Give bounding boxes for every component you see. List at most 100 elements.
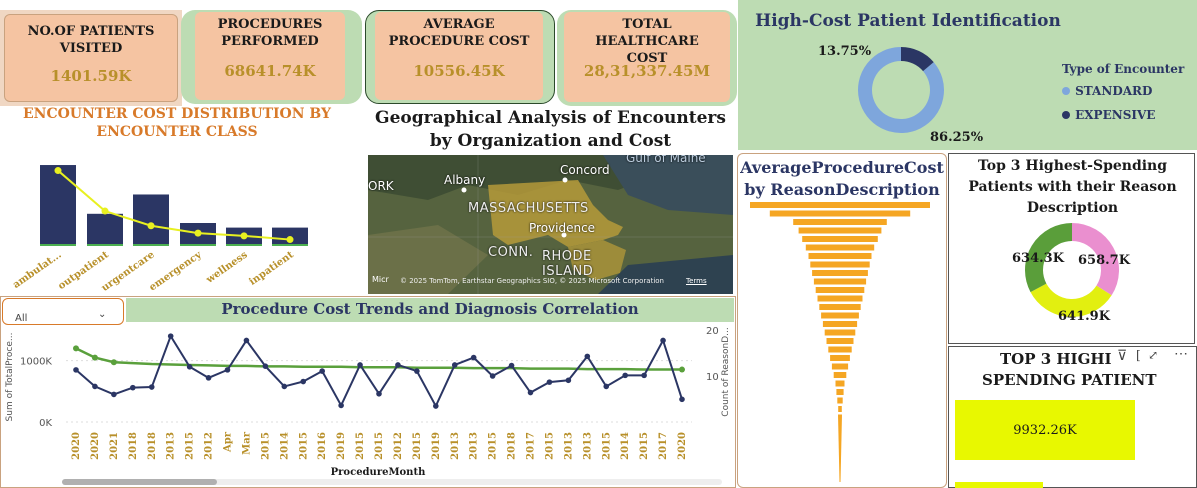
avg-reason-chart[interactable] <box>745 202 945 486</box>
series-point-cost <box>414 368 420 374</box>
series-point-cost <box>262 363 269 369</box>
series-point-cost <box>167 333 174 339</box>
x-tick-label: 2020 <box>677 432 688 460</box>
series-point-cost <box>357 362 363 368</box>
x-tick-label: 2015 <box>488 432 499 460</box>
slice-label: 634.3K <box>1012 251 1065 266</box>
series-point-cost <box>470 354 477 361</box>
more-options-icon[interactable]: ⋯ <box>1174 346 1188 362</box>
scrollbar-thumb[interactable] <box>62 479 217 485</box>
map-label-gulf: Gulf of Maine <box>626 155 706 165</box>
high-cost-donut[interactable]: 86.25% 13.75% <box>740 36 1040 146</box>
map-label-conn: CONN. <box>488 245 534 260</box>
bar <box>821 312 859 319</box>
series-point-count <box>73 345 79 352</box>
kpi-card-avg-cost[interactable]: AVERAGE PROCEDURE COST 10556.45K <box>375 12 543 100</box>
bar <box>819 304 861 310</box>
x-tick-label: 2020 <box>71 432 82 460</box>
bar <box>810 261 870 268</box>
bar <box>833 372 847 378</box>
series-point-cost <box>186 364 193 370</box>
bar <box>769 210 911 217</box>
bar <box>835 380 845 387</box>
series-point-cost <box>73 367 79 373</box>
bar <box>826 338 854 344</box>
bar <box>837 397 843 404</box>
kpi-card-procedures[interactable]: PROCEDURES PERFORMED 68641.74K <box>195 12 345 100</box>
geo-title: Geographical Analysis of Encounters by O… <box>375 108 726 151</box>
x-tick-label: 2015 <box>355 432 366 460</box>
donut-slice <box>858 47 944 133</box>
bar <box>824 329 856 336</box>
filter-icon[interactable]: ⊽ <box>1117 348 1128 364</box>
donut-slice <box>1030 283 1112 317</box>
x-tick-label: 2013 <box>563 432 574 460</box>
focus-mode-icon[interactable]: [ <box>1136 348 1141 362</box>
kpi-value: 1401.59K <box>50 67 132 85</box>
legend-label: STANDARD <box>1075 84 1153 98</box>
slice-label: 658.7K <box>1078 253 1131 268</box>
map-label-island: ISLAND <box>542 264 594 279</box>
bar <box>836 389 844 395</box>
x-tick-label: 2015 <box>601 432 612 460</box>
x-tick-label: 2020 <box>90 432 101 460</box>
trends-chart[interactable]: 1000K 0K 20 10 Sum of TotalProce... Count of … <box>0 322 736 488</box>
donut-slice <box>900 47 934 72</box>
bar-tail <box>838 414 842 482</box>
top3-donut[interactable]: 658.7K 641.9K 634.3K <box>1000 222 1150 322</box>
map-label-providence: Providence <box>529 221 596 235</box>
x-tick-label: 2021 <box>109 432 120 460</box>
legend-item-standard[interactable]: STANDARD <box>1062 80 1152 99</box>
expand-icon[interactable]: ⤢ <box>1148 348 1159 362</box>
series-point-cost <box>603 383 610 390</box>
x-tick-label: 2012 <box>393 432 404 460</box>
slice-label: 13.75% <box>818 44 872 59</box>
x-tick-label: Mar <box>241 431 252 455</box>
slice-label: 641.9K <box>1058 309 1111 322</box>
legend-dot-icon <box>1062 111 1070 119</box>
kpi-card-total-cost[interactable]: TOTAL HEALTHCARE COST 28,31,337.45M <box>564 12 730 102</box>
series-point-count <box>110 359 117 366</box>
high-cost-panel <box>738 0 1197 150</box>
spending-bar[interactable] <box>955 400 1135 460</box>
x-tick-label: 2015 <box>260 432 271 460</box>
kpi-label: TOTAL HEALTHCARE COST <box>595 17 699 66</box>
top3-spending-title-2: SPENDING PATIENT <box>982 371 1157 389</box>
y-tick-right: 10 <box>706 372 719 383</box>
bar-base <box>87 244 123 246</box>
map-brand: Micr <box>372 275 389 284</box>
map-terms-link[interactable]: Terms <box>686 277 707 285</box>
x-tick-label: 2014 <box>620 432 631 460</box>
spending-bar-2[interactable] <box>955 482 1043 488</box>
trend-point <box>147 222 155 230</box>
x-tick-label: 2013 <box>450 432 461 460</box>
bar-base <box>180 244 216 246</box>
geo-map[interactable]: ORK Albany Concord Gulf of Maine MASSACH… <box>368 155 733 294</box>
kpi-card-patients[interactable]: NO.OF PATIENTS VISITED 1401.59K <box>4 14 178 102</box>
x-tick-label: 2016 <box>317 432 328 460</box>
series-point-cost <box>395 362 401 368</box>
trends-filter-dropdown[interactable]: All ⌄ <box>2 298 124 325</box>
bar <box>805 244 875 251</box>
bar-base <box>272 244 308 246</box>
x-tick-label: 2015 <box>185 432 196 460</box>
top3-title: Top 3 Highest-Spending Patients with the… <box>968 158 1177 216</box>
x-tick-label: 2012 <box>204 432 215 460</box>
map-label-rhode: RHODE <box>542 249 592 264</box>
series-point-count <box>679 366 685 373</box>
bar <box>87 213 123 246</box>
x-tick-label: Apr <box>223 431 234 453</box>
donut-slice <box>1071 223 1119 296</box>
legend-item-expensive[interactable]: EXPENSIVE <box>1062 104 1155 123</box>
trend-point <box>54 167 62 175</box>
x-tick-label: 2019 <box>431 432 442 460</box>
series-point-cost <box>300 378 307 385</box>
x-tick-label: 2015 <box>544 432 555 460</box>
bar-base <box>226 244 262 246</box>
map-attribution: © 2025 TomTom, Earthstar Geographics SIO… <box>400 277 664 285</box>
spending-bar-label: 9932.26K <box>1013 423 1077 438</box>
legend-title: Type of Encounter <box>1062 62 1185 76</box>
x-tick-label: 2015 <box>374 432 385 460</box>
bar <box>40 165 76 246</box>
